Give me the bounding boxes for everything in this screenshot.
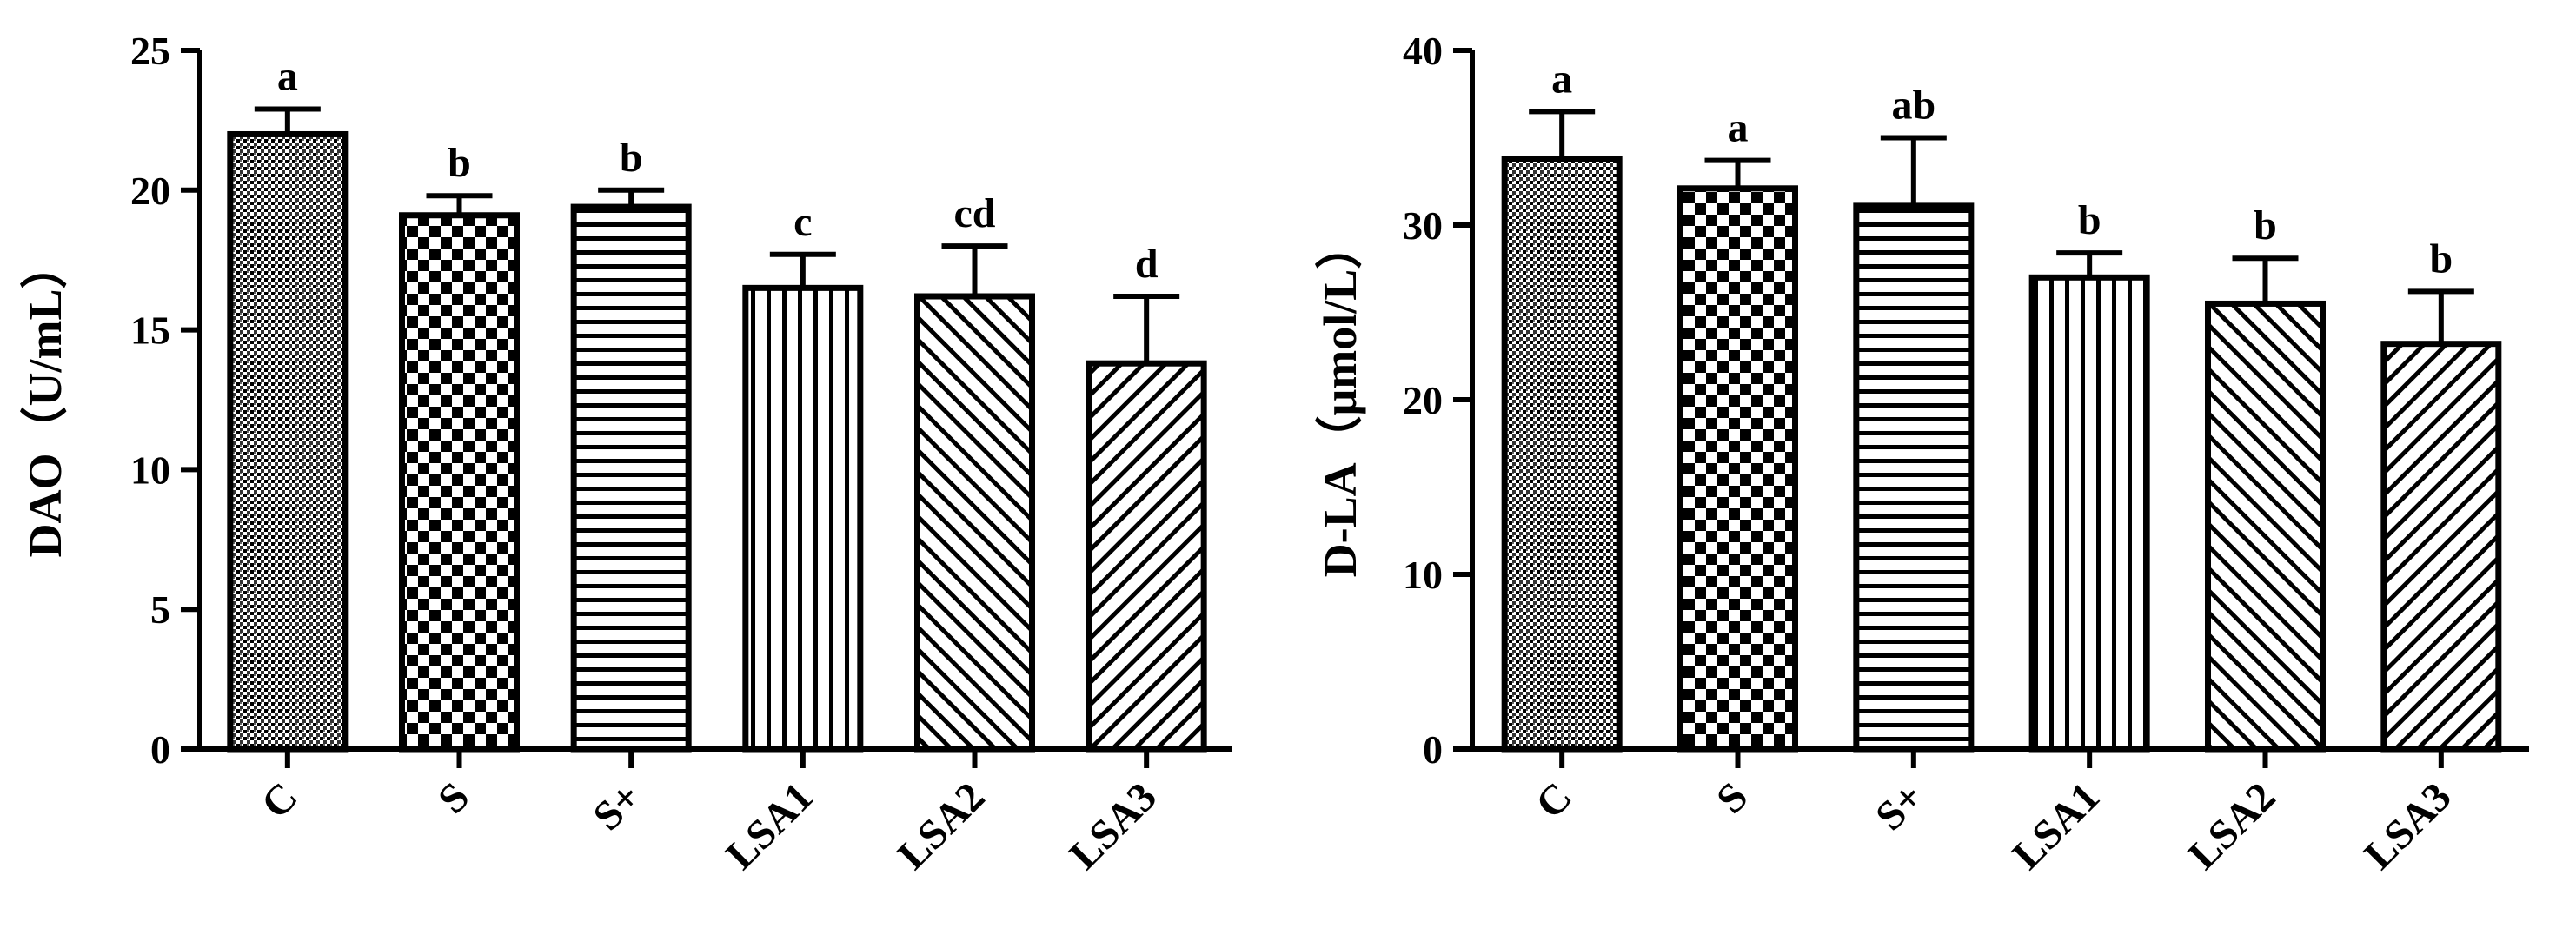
y-tick-label: 30 xyxy=(1403,203,1443,248)
significance-label: b xyxy=(2078,197,2101,243)
significance-label: b xyxy=(2429,235,2453,282)
bar-lsa3 xyxy=(1086,360,1207,753)
significance-label: a xyxy=(277,54,298,100)
significance-label: d xyxy=(1135,241,1159,287)
bar-s xyxy=(1677,185,1798,753)
bar-lsa2 xyxy=(914,293,1035,753)
bar-lsa3 xyxy=(2380,341,2502,753)
bar-lsa2 xyxy=(2205,300,2326,753)
x-tick-label: S+ xyxy=(1867,773,1933,839)
y-tick-label: 20 xyxy=(1403,378,1443,422)
x-tick-label: C xyxy=(253,773,307,827)
y-tick-label: 20 xyxy=(130,169,170,213)
y-axis-title: D-LA（μmol/L） xyxy=(1314,222,1366,578)
bar-s-plus xyxy=(1853,202,1975,753)
x-tick-label: S+ xyxy=(584,773,650,839)
x-tick-label: LSA2 xyxy=(2180,773,2284,878)
panel-dao: 0 5 10 15 20 25 DAO（U/mL） Ca Sb S+ b LSA1 c LSA2 cd LSA… xyxy=(19,29,1232,879)
bar-lsa1 xyxy=(742,284,864,753)
x-tick-label: LSA3 xyxy=(2355,773,2460,878)
x-tick-label: C xyxy=(1527,773,1581,827)
y-tick-label: 10 xyxy=(130,448,170,492)
significance-label: a xyxy=(1728,105,1749,151)
bar-c xyxy=(227,130,349,753)
panel-dla: 0 10 20 30 40 D-LA（μmol/L） Ca Sa S+ ab LSA1 b LSA2 b L… xyxy=(1314,29,2529,879)
x-tick-label: LSA2 xyxy=(889,773,993,878)
y-tick-label: 10 xyxy=(1403,553,1443,597)
y-axis-title: DAO（U/mL） xyxy=(19,242,71,558)
significance-label: b xyxy=(448,140,471,186)
significance-label: b xyxy=(620,135,643,181)
x-tick-label: LSA1 xyxy=(717,773,821,878)
y-tick-label: 5 xyxy=(150,587,170,632)
bar-c xyxy=(1501,156,1623,753)
significance-label: a xyxy=(1551,56,1572,102)
x-tick-label: S xyxy=(1708,773,1756,822)
y-tick-label: 0 xyxy=(1423,727,1443,772)
x-tick-label: LSA1 xyxy=(2003,773,2108,878)
significance-label: c xyxy=(793,199,812,245)
y-tick-label: 40 xyxy=(1403,29,1443,73)
bar-s-plus xyxy=(570,203,692,753)
bar-s xyxy=(399,212,520,753)
y-tick-label: 0 xyxy=(150,727,170,772)
bar-lsa1 xyxy=(2028,274,2150,753)
x-tick-label: S xyxy=(429,773,478,822)
y-tick-label: 25 xyxy=(130,29,170,73)
significance-label: b xyxy=(2254,202,2277,249)
significance-label: ab xyxy=(1891,83,1935,129)
y-tick-label: 15 xyxy=(130,308,170,353)
significance-label: cd xyxy=(954,190,996,236)
x-tick-label: LSA3 xyxy=(1060,773,1165,878)
